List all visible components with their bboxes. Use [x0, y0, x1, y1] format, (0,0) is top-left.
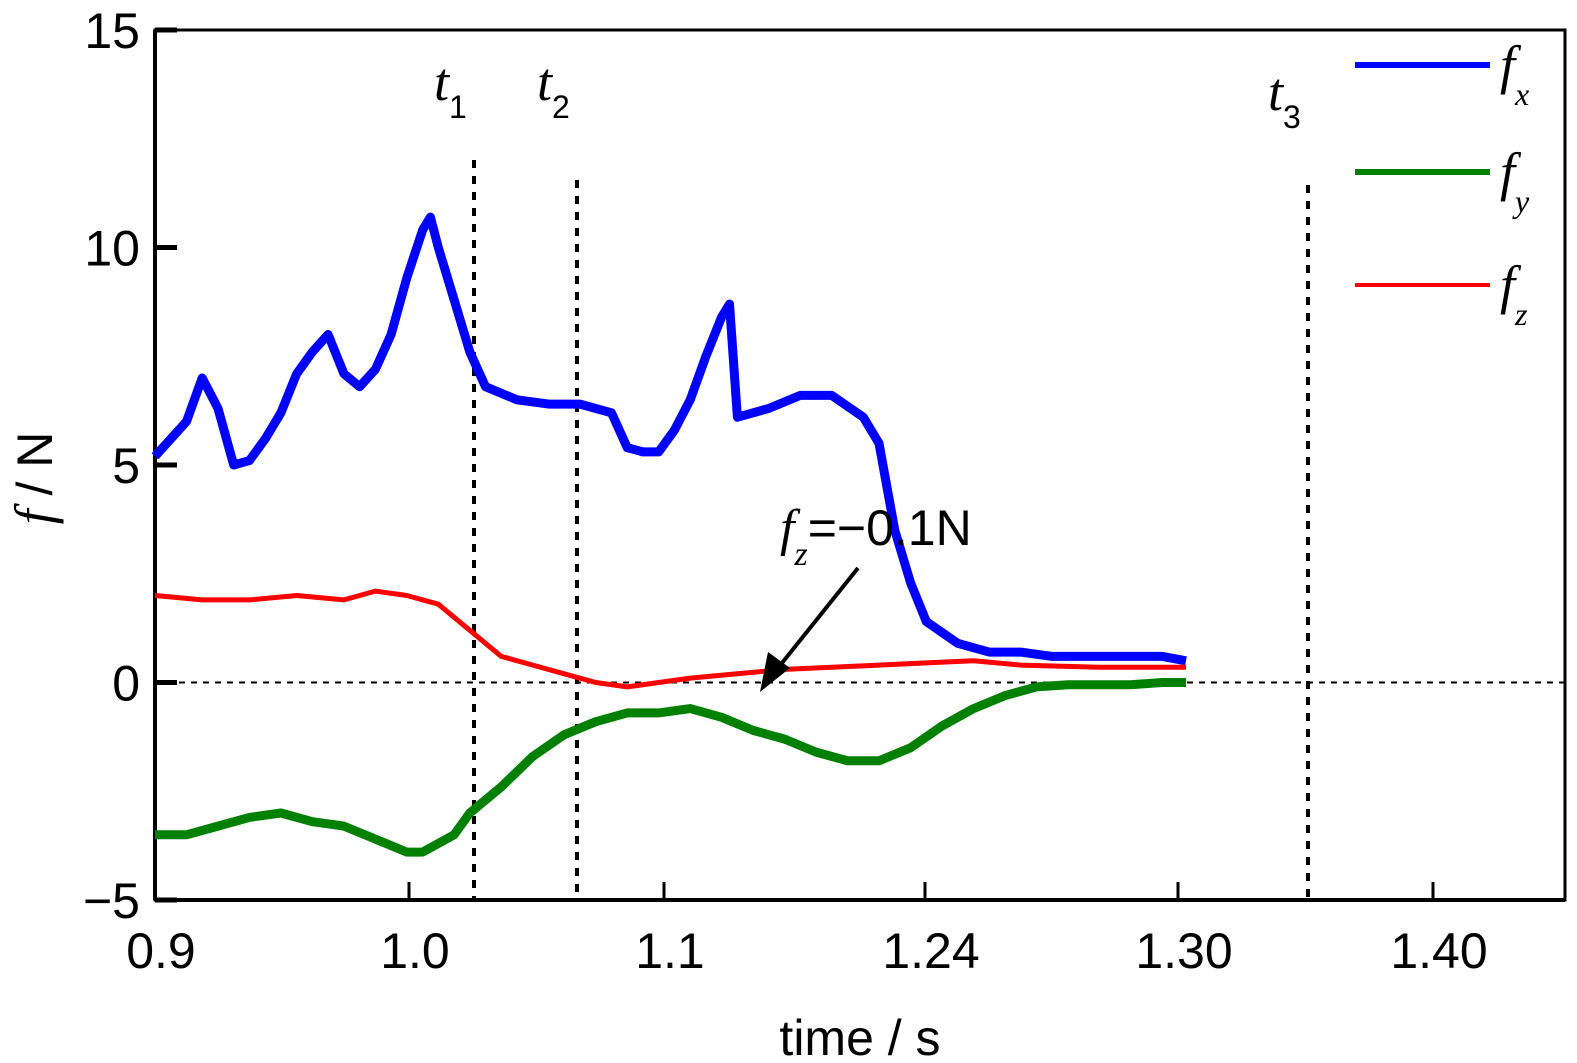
legend: fx fy fz	[1355, 35, 1530, 332]
fz-annotation: fz=−0.1N	[760, 500, 972, 692]
x-tick-label: 1.1	[635, 923, 705, 979]
x-tick-label: 0.9	[126, 923, 196, 979]
y-tick-label: 15	[84, 3, 140, 59]
y-tick-label: 10	[84, 221, 140, 277]
annotation-text: fz=−0.1N	[780, 500, 972, 573]
annotation-arrow-head	[760, 652, 790, 692]
y-axis-title: f / N	[4, 432, 64, 525]
annotation-arrow-shaft	[768, 566, 860, 680]
y-tick-label: −5	[83, 873, 140, 929]
legend-label-fz: fz	[1500, 255, 1528, 332]
axis-ticks	[153, 27, 1435, 903]
legend-label-fy: fy	[1500, 142, 1530, 219]
annotation-value: =−0.1N	[808, 500, 972, 556]
plot-frame	[153, 28, 1567, 902]
event-marker-label-t1: t1	[434, 52, 467, 125]
event-marker-label-t2: t2	[537, 52, 570, 125]
series-line-fx	[151, 212, 1187, 666]
series-lines	[151, 212, 1187, 857]
y-tick-label: 5	[112, 438, 140, 494]
x-axis-title: time / s	[779, 1010, 940, 1063]
x-tick-label: 1.24	[882, 923, 979, 979]
x-tick-labels: 0.9 1.0 1.1 1.24 1.30 1.40	[126, 923, 1487, 979]
y-tick-labels: −5 0 5 10 15	[83, 3, 140, 929]
x-tick-label: 1.40	[1390, 923, 1487, 979]
event-markers: t1 t2 t3	[434, 52, 1310, 900]
y-axis-title-unit: / N	[7, 432, 63, 510]
series-line-fy	[155, 678, 1186, 857]
x-tick-label: 1.30	[1135, 923, 1232, 979]
series-line-fz	[154, 588, 1186, 690]
annotation-subscript: z	[793, 536, 807, 573]
event-marker-label-t3: t3	[1268, 62, 1301, 135]
y-tick-label: 0	[112, 656, 140, 712]
x-tick-label: 1.0	[380, 923, 450, 979]
legend-label-fx: fx	[1500, 35, 1529, 112]
